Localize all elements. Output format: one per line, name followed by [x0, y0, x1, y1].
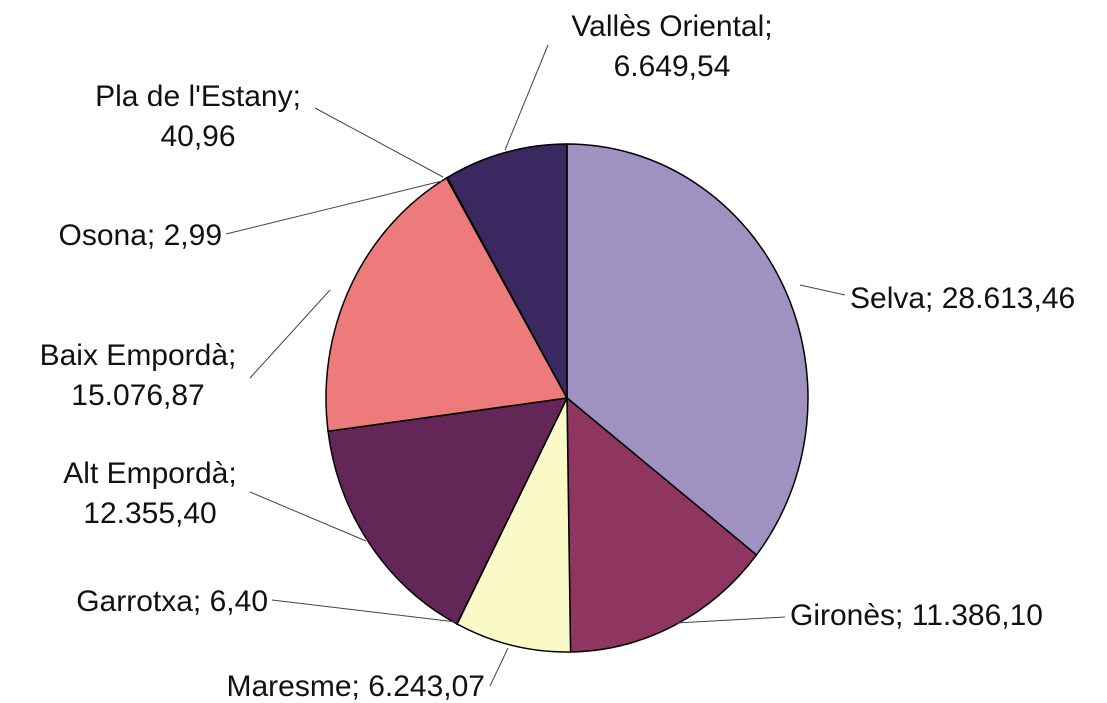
label-separator: ; — [228, 339, 236, 372]
label-separator: ; — [764, 10, 772, 43]
leader-line — [504, 44, 549, 151]
data-label: Maresme; 6.243,07 — [227, 670, 486, 703]
label-separator: ; — [147, 219, 155, 252]
data-label: Gironès; 11.386,10 — [790, 599, 1043, 632]
label-separator: ; — [228, 457, 236, 490]
label-separator: ; — [895, 599, 903, 632]
label-name: Vallès Oriental — [571, 10, 764, 43]
leader-line — [249, 491, 367, 542]
leader-line — [249, 289, 331, 379]
data-label: Vallès Oriental; 6.649,54 — [571, 10, 772, 83]
leader-line — [675, 616, 786, 624]
label-value: 6,40 — [210, 585, 268, 618]
pie-slice — [566, 396, 758, 653]
label-value: 6.649,54 — [614, 50, 731, 83]
pie-slice — [446, 143, 568, 399]
label-value: 28.613,46 — [942, 282, 1075, 315]
leader-line — [271, 599, 457, 623]
label-space — [933, 282, 941, 315]
label-name: Selva — [850, 282, 925, 315]
label-name: Garrotxa — [76, 585, 193, 618]
data-label: Alt Empordà; 12.355,40 — [63, 457, 236, 530]
label-name: Pla de l'Estany — [95, 80, 293, 113]
leader-line — [314, 107, 444, 178]
label-value: 40,96 — [160, 120, 235, 153]
label-space — [201, 585, 209, 618]
pie-slice — [325, 176, 569, 433]
pie-slice — [566, 143, 809, 557]
label-name: Baix Empordà — [40, 339, 229, 372]
label-space — [360, 670, 368, 703]
label-name: Gironès — [790, 599, 895, 632]
label-space — [155, 219, 163, 252]
label-value: 2,99 — [164, 219, 222, 252]
label-space — [903, 599, 911, 632]
label-name: Osona — [59, 219, 148, 252]
data-label: Pla de l'Estany; 40,96 — [95, 80, 301, 153]
pie-slice — [456, 397, 572, 653]
leader-line — [799, 284, 846, 296]
label-separator: ; — [293, 80, 301, 113]
data-label: Baix Empordà; 15.076,87 — [40, 339, 237, 412]
label-separator: ; — [193, 585, 201, 618]
label-name: Alt Empordà — [63, 457, 228, 490]
leader-line — [225, 180, 443, 235]
label-value: 6.243,07 — [368, 670, 485, 703]
label-separator: ; — [352, 670, 360, 703]
data-label: Osona; 2,99 — [59, 219, 222, 252]
label-separator: ; — [925, 282, 933, 315]
label-value: 11.386,10 — [912, 599, 1043, 632]
pie-slice — [327, 397, 569, 626]
label-name: Maresme — [227, 670, 352, 703]
data-label: Garrotxa; 6,40 — [76, 585, 268, 618]
label-value: 15.076,87 — [71, 379, 204, 412]
leader-line — [489, 647, 509, 687]
data-label: Selva; 28.613,46 — [850, 282, 1075, 315]
label-value: 12.355,40 — [83, 497, 216, 530]
